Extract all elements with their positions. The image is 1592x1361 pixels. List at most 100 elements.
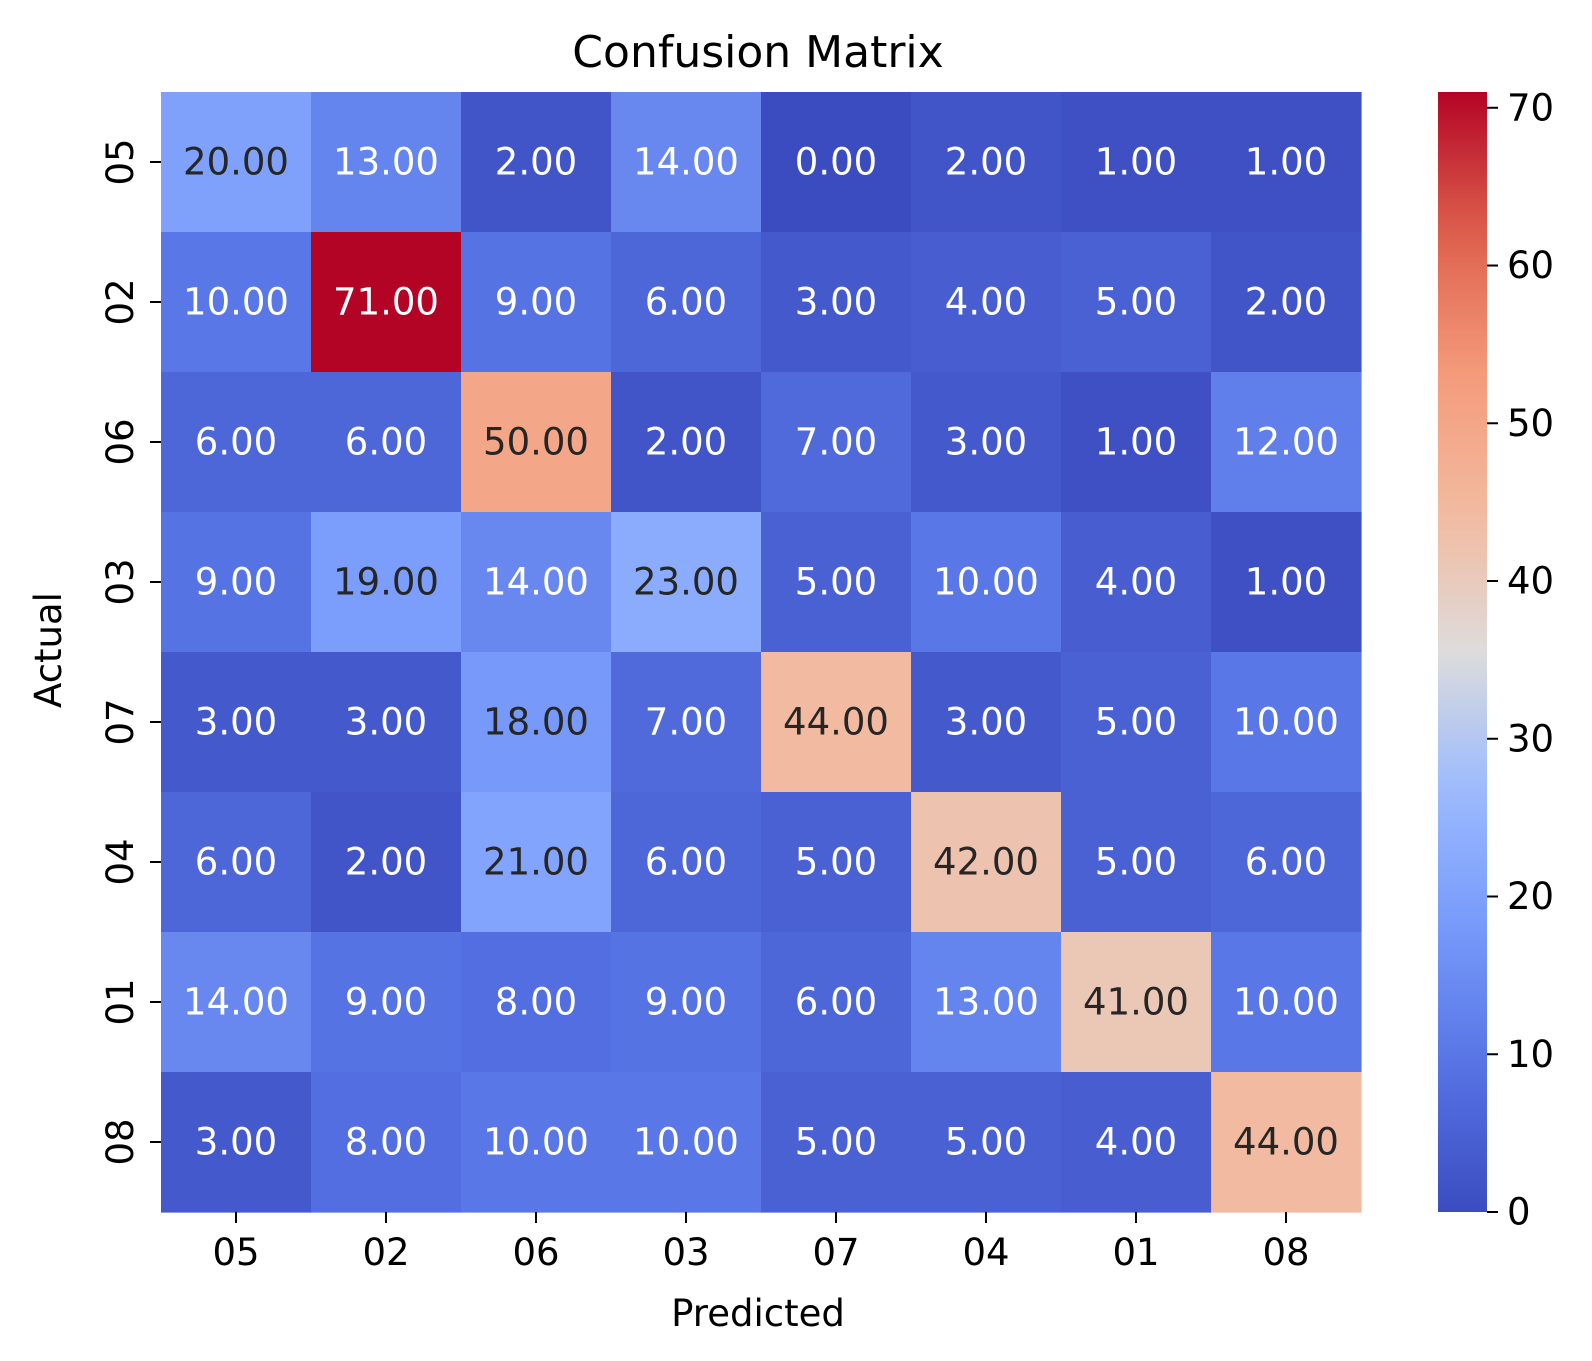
heatmap-cell-04-02: [311, 792, 462, 933]
cell-value-label: 6.00: [645, 281, 727, 324]
heatmap-cell-02-07: [761, 232, 912, 373]
heatmap-cell-08-07: [761, 1072, 912, 1213]
cell-value-label: 10.00: [1233, 981, 1339, 1024]
x-tick-label: 01: [1112, 1231, 1159, 1274]
cell-value-label: 6.00: [195, 421, 277, 464]
heatmap-cell-07-02: [311, 652, 462, 793]
cell-value-label: 12.00: [1233, 421, 1339, 464]
cell-value-label: 8.00: [495, 981, 577, 1024]
cell-value-label: 23.00: [633, 561, 739, 604]
cell-value-label: 13.00: [933, 981, 1039, 1024]
heatmap-cell-02-01: [1061, 232, 1212, 373]
colorbar-tick-label: 20: [1507, 875, 1554, 918]
heatmap-cell-07-04: [911, 652, 1062, 793]
cell-value-label: 6.00: [345, 421, 427, 464]
cell-value-label: 5.00: [795, 1121, 877, 1164]
heatmap-cell-06-06: [461, 372, 612, 513]
heatmap-cell-02-02: [311, 232, 462, 373]
heatmap-cell-01-04: [911, 932, 1062, 1073]
x-tick-label: 06: [512, 1231, 559, 1274]
colorbar-tick-label: 10: [1507, 1033, 1554, 1076]
heatmap-cells: [161, 92, 1362, 1213]
x-tick-label: 08: [1262, 1231, 1309, 1274]
cell-value-label: 14.00: [483, 561, 589, 604]
chart-title: Confusion Matrix: [572, 27, 943, 78]
heatmap-cell-01-02: [311, 932, 462, 1073]
cell-value-label: 19.00: [333, 561, 439, 604]
heatmap-cell-05-03: [611, 92, 762, 233]
colorbar-tick-label: 50: [1507, 402, 1554, 445]
cell-value-label: 2.00: [345, 841, 427, 884]
heatmap-cell-05-02: [311, 92, 462, 233]
heatmap-cell-05-01: [1061, 92, 1212, 233]
cell-value-label: 6.00: [1245, 841, 1327, 884]
cell-value-label: 4.00: [945, 281, 1027, 324]
cell-value-label: 10.00: [483, 1121, 589, 1164]
y-tick-label: 03: [99, 558, 142, 605]
cell-value-label: 9.00: [645, 981, 727, 1024]
x-axis-label: Predicted: [671, 1292, 845, 1335]
cell-value-label: 2.00: [945, 141, 1027, 184]
colorbar-tick-label: 0: [1507, 1191, 1531, 1234]
cell-value-label: 0.00: [795, 141, 877, 184]
heatmap-cell-03-06: [461, 512, 612, 653]
heatmap-cell-05-05: [161, 92, 312, 233]
cell-value-label: 4.00: [1095, 561, 1177, 604]
heatmap-cell-04-04: [911, 792, 1062, 933]
y-tick-label: 02: [99, 278, 142, 325]
cell-value-label: 1.00: [1245, 141, 1327, 184]
x-tick-label: 04: [962, 1231, 1009, 1274]
heatmap-cell-04-06: [461, 792, 612, 933]
cell-value-label: 2.00: [495, 141, 577, 184]
cell-value-label: 10.00: [1233, 701, 1339, 744]
heatmap-cell-03-02: [311, 512, 462, 653]
heatmap-cell-02-03: [611, 232, 762, 373]
heatmap-cell-06-03: [611, 372, 762, 513]
cell-value-label: 3.00: [345, 701, 427, 744]
cell-value-label: 20.00: [183, 141, 289, 184]
y-axis-label: Actual: [27, 592, 70, 708]
heatmap-cell-08-01: [1061, 1072, 1212, 1213]
cell-value-label: 7.00: [645, 701, 727, 744]
heatmap-cell-05-04: [911, 92, 1062, 233]
y-tick-label: 08: [99, 1118, 142, 1165]
cell-value-label: 21.00: [483, 841, 589, 884]
cell-value-label: 10.00: [633, 1121, 739, 1164]
cell-value-label: 9.00: [495, 281, 577, 324]
cell-value-label: 3.00: [195, 701, 277, 744]
heatmap-cell-01-03: [611, 932, 762, 1073]
heatmap-cell-02-08: [1211, 232, 1362, 373]
heatmap-cell-07-03: [611, 652, 762, 793]
cell-value-label: 1.00: [1095, 141, 1177, 184]
cell-value-label: 41.00: [1083, 981, 1189, 1024]
heatmap-cell-labels: 20.00 13.00 2.00 14.00 0.00 2.00 1.00 1.00 10.00…: [183, 141, 1339, 1164]
cell-value-label: 6.00: [645, 841, 727, 884]
colorbar-tick-label: 30: [1507, 717, 1554, 760]
heatmap-cell-04-03: [611, 792, 762, 933]
heatmap-cell-01-05: [161, 932, 312, 1073]
y-tick-label: 07: [99, 698, 142, 745]
cell-value-label: 6.00: [795, 981, 877, 1024]
cell-value-label: 8.00: [345, 1121, 427, 1164]
heatmap-cell-03-01: [1061, 512, 1212, 653]
cell-value-label: 18.00: [483, 701, 589, 744]
cell-value-label: 2.00: [645, 421, 727, 464]
heatmap-cell-07-01: [1061, 652, 1212, 793]
cell-value-label: 2.00: [1245, 281, 1327, 324]
cell-value-label: 50.00: [483, 421, 589, 464]
heatmap-cell-06-08: [1211, 372, 1362, 513]
heatmap-cell-05-08: [1211, 92, 1362, 233]
cell-value-label: 44.00: [1233, 1121, 1339, 1164]
heatmap-cell-07-08: [1211, 652, 1362, 793]
cell-value-label: 9.00: [345, 981, 427, 1024]
heatmap-cell-07-06: [461, 652, 612, 793]
colorbar-tick-label: 60: [1507, 244, 1554, 287]
y-axis-ticks: 05 02 06 03 07 04 01 08: [99, 138, 161, 1166]
cell-value-label: 5.00: [1095, 281, 1177, 324]
heatmap-cell-06-02: [311, 372, 462, 513]
y-tick-label: 01: [99, 978, 142, 1025]
heatmap-cell-06-07: [761, 372, 912, 513]
heatmap-cell-08-06: [461, 1072, 612, 1213]
heatmap-cell-08-02: [311, 1072, 462, 1213]
